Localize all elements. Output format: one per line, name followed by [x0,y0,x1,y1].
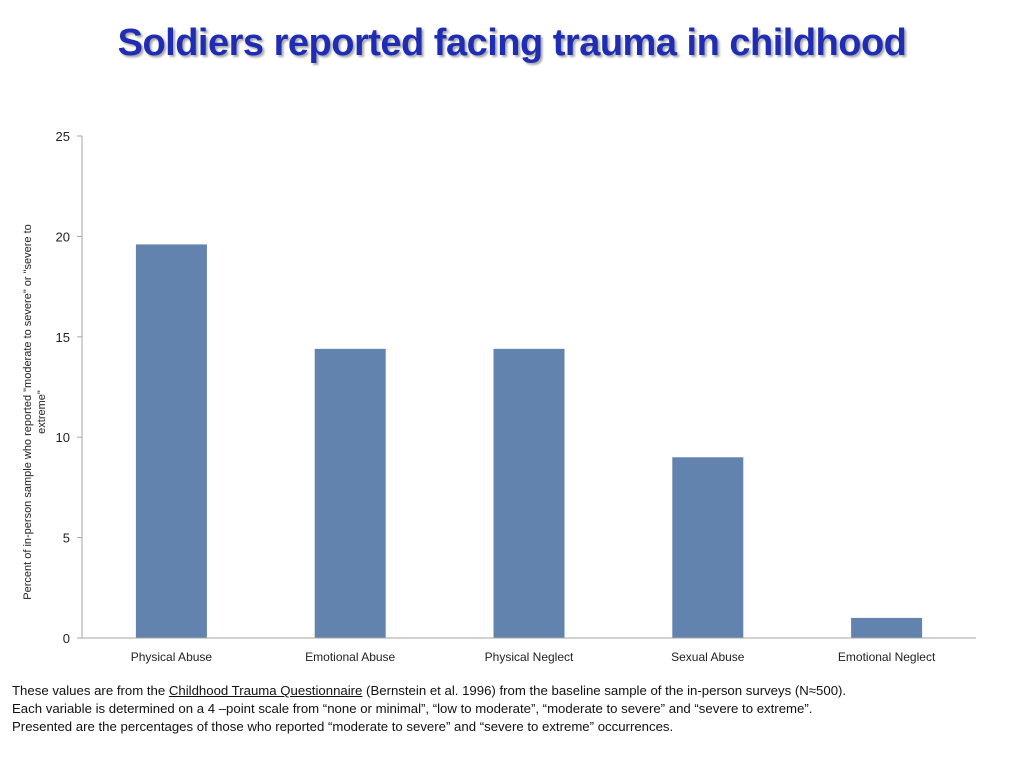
x-axis-labels: Physical Abuse Emotional Abuse Physical Ne… [131,650,936,664]
caption-text: (Bernstein et al. 1996) from the baselin… [362,683,847,698]
bar-sexual-abuse [672,457,744,638]
y-axis-label: Percent of in-person sample who reported… [22,224,48,600]
bar-emotional-neglect [851,617,923,638]
x-category-label: Physical Abuse [131,650,213,664]
caption-line-3: Presented are the percentages of those w… [12,719,674,734]
page-title: Soldiers reported facing trauma in child… [117,22,907,64]
y-axis-ticks: 0 5 10 15 20 25 [56,129,82,646]
ctq-reference: Childhood Trauma Questionnaire [168,683,363,698]
y-tick-label: 15 [56,330,70,345]
x-category-label: Sexual Abuse [671,650,745,664]
bar-chart: Percent of in-person sample who reported… [22,129,976,664]
y-tick-label: 20 [56,229,70,244]
caption-line-1: These values are from the Childhood Trau… [12,682,1012,700]
x-category-label: Physical Neglect [485,650,574,664]
caption-line-2: Each variable is determined on a 4 –poin… [12,701,813,716]
axes [81,136,976,639]
y-tick-label: 25 [56,129,70,144]
bar-emotional-abuse [314,348,386,638]
y-tick-label: 5 [63,531,70,546]
caption-text: These values are from the [12,683,169,698]
x-category-label: Emotional Neglect [838,650,936,664]
y-axis-label-line-2: extreme" [36,390,48,434]
bars [135,244,923,638]
y-tick-label: 10 [56,430,70,445]
y-axis-label-line-1: Percent of in-person sample who reported… [22,224,34,600]
chart-caption: These values are from the Childhood Trau… [12,682,1012,736]
bar-physical-abuse [135,244,207,638]
bar-physical-neglect [493,348,565,638]
y-tick-label: 0 [63,631,70,646]
x-category-label: Emotional Abuse [305,650,395,664]
